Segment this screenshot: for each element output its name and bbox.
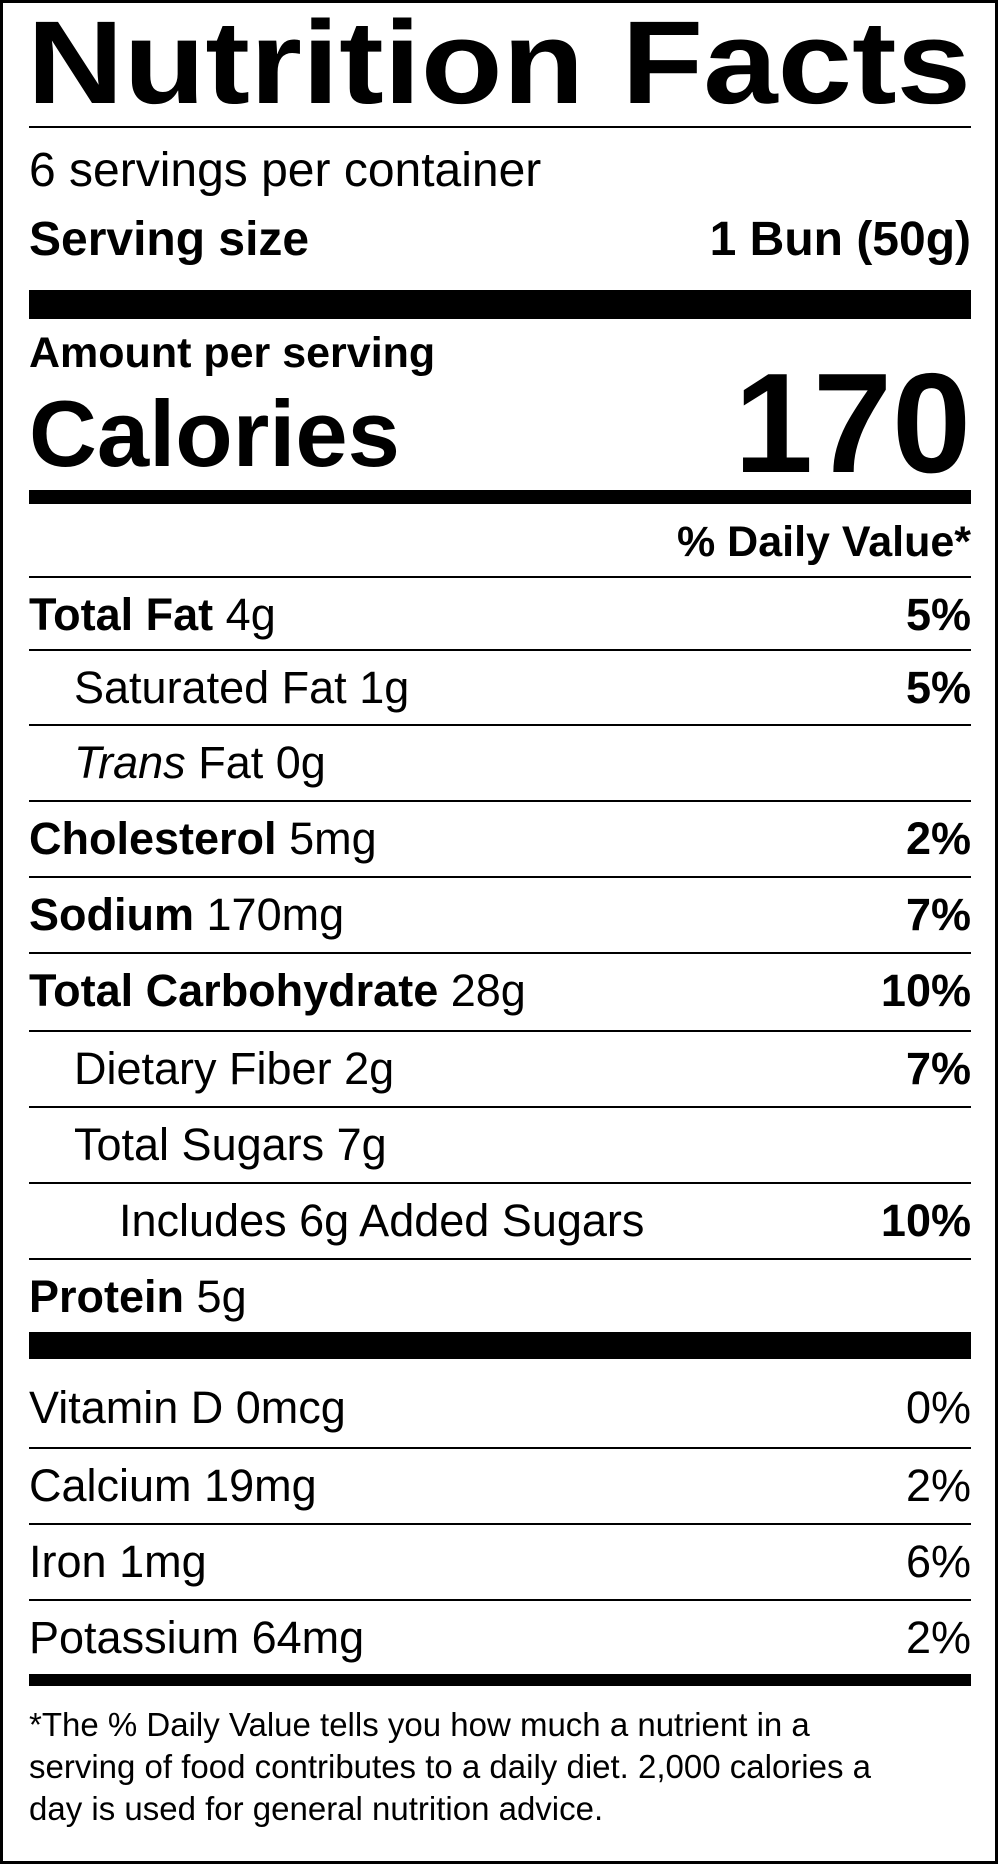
serving-size-label: Serving size	[29, 213, 309, 266]
medium-bar	[29, 490, 971, 504]
nutrient-dv: 7%	[906, 889, 971, 940]
servings: 6 servings per container	[29, 144, 541, 197]
nutrient-name: Sodium	[29, 889, 194, 940]
serving-size-value: 1 Bun (50g)	[710, 213, 971, 266]
rule	[29, 1523, 971, 1525]
nutrient-row: Dietary Fiber 2g	[74, 1043, 394, 1094]
nutrient-amount: 2g	[344, 1043, 394, 1094]
vitamin-row: Potassium 64mg	[29, 1612, 364, 1663]
rule	[29, 724, 971, 726]
nutrient-row: Includes 6g Added Sugars	[119, 1195, 644, 1246]
vitamin-dv: 0%	[906, 1382, 971, 1433]
nutrient-name: Protein	[29, 1271, 184, 1322]
nutrient-amount: 28g	[451, 965, 526, 1016]
nutrient-name: Saturated Fat	[74, 662, 347, 713]
nutrient-amount: 170mg	[207, 889, 345, 940]
footnote-line: day is used for general nutrition advice…	[29, 1790, 603, 1827]
nutrient-row: Total Fat 4g	[29, 589, 276, 640]
vitamin-dv: 2%	[906, 1460, 971, 1511]
vitamin-name: Potassium	[29, 1612, 239, 1663]
rule	[29, 1258, 971, 1260]
vitamin-row: Iron 1mg	[29, 1536, 207, 1587]
calories-value: 170	[734, 344, 971, 503]
nutrient-row: Sodium 170mg	[29, 889, 344, 940]
vitamin-row: Vitamin D 0mcg	[29, 1382, 346, 1433]
vitamin-name: Iron	[29, 1536, 107, 1587]
vitamin-amount: 0mcg	[236, 1382, 346, 1433]
nutrient-name: Total Carbohydrate	[29, 965, 438, 1016]
nutrient-dv: 10%	[881, 965, 971, 1016]
nutrient-name: Cholesterol	[29, 813, 277, 864]
thick-bar	[29, 290, 971, 319]
nutrient-row: Saturated Fat 1g	[74, 662, 409, 713]
nutrient-name: Includes 6g Added Sugars	[119, 1195, 644, 1246]
nutrient-dv: 7%	[906, 1043, 971, 1094]
vitamin-dv: 6%	[906, 1536, 971, 1587]
thick-bar	[29, 1332, 971, 1359]
vitamin-amount: 19mg	[204, 1460, 317, 1511]
nutrient-dv: 2%	[906, 813, 971, 864]
rule	[29, 876, 971, 878]
medium-bar	[29, 1674, 971, 1686]
rule	[29, 649, 971, 651]
nutrient-dv: 10%	[881, 1195, 971, 1246]
nutrient-amount: 0g	[276, 737, 326, 788]
rule	[29, 1030, 971, 1032]
title: Nutrition Facts	[27, 0, 971, 129]
nutrient-dv: 5%	[906, 589, 971, 640]
vitamin-name: Calcium	[29, 1460, 192, 1511]
amount-per-serving: Amount per serving	[29, 329, 435, 377]
nutrient-row: Total Carbohydrate 28g	[29, 965, 526, 1016]
nutrient-amount: 4g	[226, 589, 276, 640]
rule	[29, 1106, 971, 1108]
rule	[29, 1182, 971, 1184]
vitamin-dv: 2%	[906, 1612, 971, 1663]
rule	[29, 1447, 971, 1449]
nutrient-row: Cholesterol 5mg	[29, 813, 377, 864]
rule	[29, 126, 971, 128]
vitamin-name: Vitamin D	[29, 1382, 223, 1433]
vitamin-amount: 1mg	[119, 1536, 207, 1587]
vitamin-amount: 64mg	[252, 1612, 365, 1663]
vitamin-row: Calcium 19mg	[29, 1460, 317, 1511]
nutrient-name-italic: Trans	[74, 737, 186, 788]
rule	[29, 1599, 971, 1601]
nutrient-amount: 5mg	[289, 813, 377, 864]
rule	[29, 576, 971, 578]
calories-label: Calories	[29, 381, 400, 486]
nutrient-name: Total Sugars	[74, 1119, 324, 1170]
daily-value-header: % Daily Value*	[677, 518, 971, 566]
nutrient-amount: 5g	[197, 1271, 247, 1322]
rule	[29, 952, 971, 954]
nutrient-name: Fat	[198, 737, 264, 788]
nutrient-amount: 7g	[337, 1119, 387, 1170]
rule	[29, 800, 971, 802]
nutrient-row: Protein 5g	[29, 1271, 247, 1322]
nutrient-row: Total Sugars 7g	[74, 1119, 387, 1170]
nutrient-dv: 5%	[906, 662, 971, 713]
nutrient-row: Trans Fat 0g	[74, 737, 326, 788]
nutrient-amount: 1g	[359, 662, 409, 713]
nutrient-name: Total Fat	[29, 589, 213, 640]
nutrient-name: Dietary Fiber	[74, 1043, 332, 1094]
footnote-line: *The % Daily Value tells you how much a …	[29, 1706, 810, 1743]
footnote-line: serving of food contributes to a daily d…	[29, 1748, 872, 1785]
